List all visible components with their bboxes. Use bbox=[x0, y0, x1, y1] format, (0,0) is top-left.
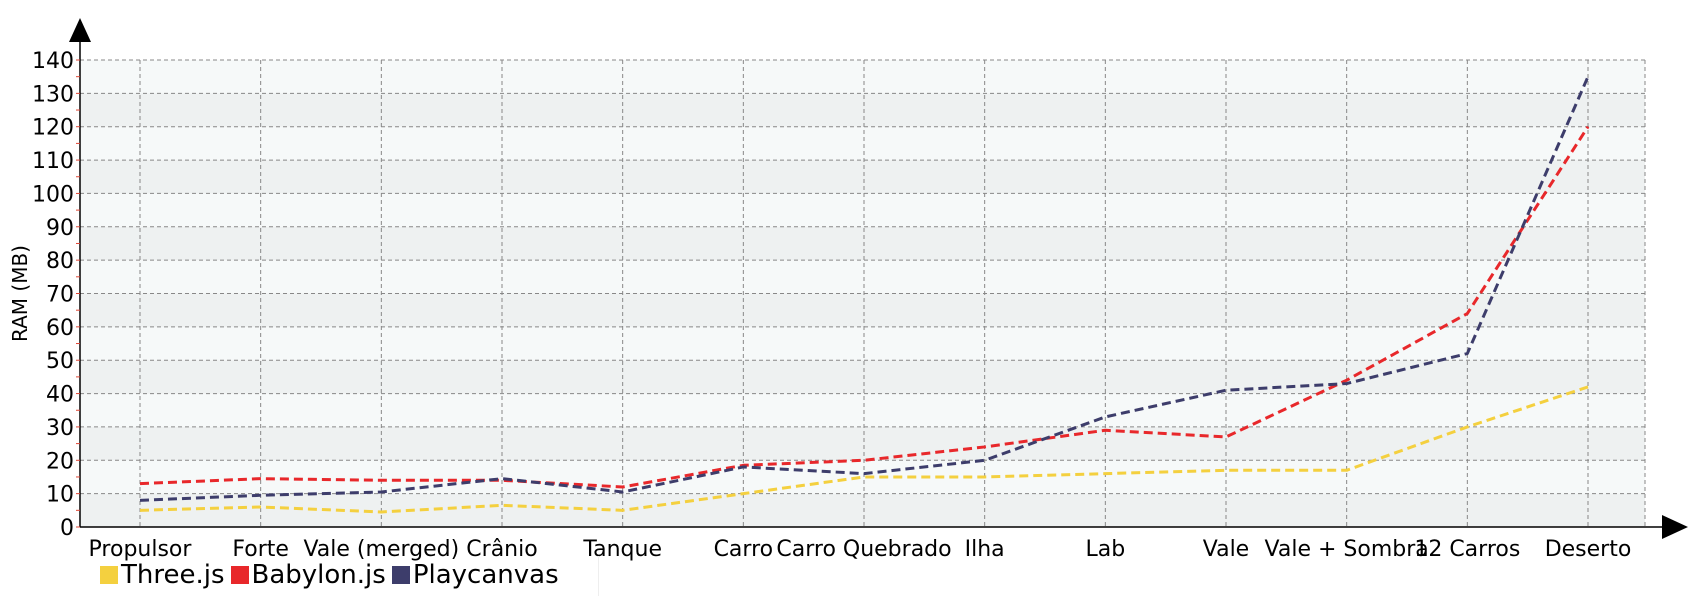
axes bbox=[69, 18, 1688, 539]
y-tick-label: 0 bbox=[60, 516, 74, 541]
y-tick-label: 30 bbox=[46, 416, 74, 441]
x-tick-label: Propulsor bbox=[89, 537, 193, 562]
y-tick-label: 110 bbox=[32, 149, 74, 174]
x-tick-label: Vale (merged) bbox=[303, 537, 459, 562]
grid-band bbox=[80, 193, 1645, 227]
y-tick-label: 130 bbox=[32, 82, 74, 107]
legend-swatch bbox=[100, 566, 118, 584]
x-axis-arrow bbox=[1662, 515, 1688, 539]
y-tick-label: 40 bbox=[46, 383, 74, 408]
x-tick-label: Vale bbox=[1203, 537, 1249, 562]
series-line-playcanvas bbox=[139, 76, 1590, 502]
legend-swatch bbox=[391, 566, 410, 584]
y-axis-label: RAM (MB) bbox=[8, 245, 32, 342]
y-tick-labels: 0 10 20 30 40 50 60 70 80 90 100 110 120 130 140 bbox=[32, 49, 74, 541]
legend-item-playcanvas[interactable]: Playcanvas bbox=[391, 560, 559, 590]
y-tick-label: 100 bbox=[32, 182, 74, 207]
legend-label: Three.js bbox=[121, 560, 225, 590]
y-tick-label: 90 bbox=[46, 216, 74, 241]
y-tick-label: 70 bbox=[46, 283, 74, 308]
x-tick-label: Carro Quebrado bbox=[776, 537, 951, 562]
series-line-threejs bbox=[139, 385, 1589, 514]
grid-band bbox=[80, 226, 1645, 261]
y-tick-label: 140 bbox=[32, 49, 74, 74]
legend-item-threejs[interactable]: Three.js bbox=[100, 560, 225, 590]
legend-label: Babylon.js bbox=[251, 560, 386, 590]
series-line-babylonjs bbox=[139, 125, 1590, 489]
legend-swatch bbox=[230, 566, 249, 584]
x-tick-label: Forte bbox=[232, 537, 289, 562]
grid-band bbox=[80, 326, 1645, 361]
legend-item-babylonjs[interactable]: Babylon.js bbox=[230, 560, 386, 590]
grid-band bbox=[80, 293, 1645, 327]
y-tick-label: 20 bbox=[46, 449, 74, 474]
grid-band bbox=[80, 126, 1645, 161]
x-tick-label: Deserto bbox=[1545, 537, 1632, 562]
grid-band bbox=[80, 393, 1645, 427]
y-tick-label: 60 bbox=[46, 316, 74, 341]
y-tick-label: 80 bbox=[46, 249, 74, 274]
y-tick-label: 120 bbox=[32, 116, 74, 141]
x-tick-label: 12 Carros bbox=[1414, 537, 1520, 562]
grid-band bbox=[80, 360, 1645, 394]
x-tick-label: Crânio bbox=[466, 537, 537, 562]
y-tick-label: 50 bbox=[46, 349, 74, 374]
grid-band bbox=[80, 60, 1645, 94]
legend-label: Playcanvas bbox=[412, 560, 559, 590]
legend: Three.js Babylon.js Playcanvas bbox=[100, 560, 559, 590]
series-lines bbox=[139, 76, 1590, 514]
background-bands bbox=[80, 60, 1645, 527]
x-tick-labels: Propulsor Forte Vale (merged) Crânio Tanque C… bbox=[89, 537, 1632, 562]
x-tick-label: Tanque bbox=[582, 537, 662, 562]
grid-band bbox=[80, 93, 1645, 127]
x-tick-label: Carro bbox=[714, 537, 774, 562]
grid-band bbox=[80, 460, 1645, 494]
legend-divider bbox=[598, 556, 599, 596]
grid-band bbox=[80, 260, 1645, 294]
x-tick-label: Lab bbox=[1085, 537, 1125, 562]
x-tick-label: Vale + Sombra bbox=[1265, 537, 1429, 562]
x-tick-label: Ilha bbox=[965, 537, 1005, 562]
grid-band bbox=[80, 426, 1645, 461]
y-axis-arrow bbox=[69, 18, 91, 42]
y-tick-label: 10 bbox=[46, 483, 74, 508]
grid-band bbox=[80, 160, 1645, 194]
